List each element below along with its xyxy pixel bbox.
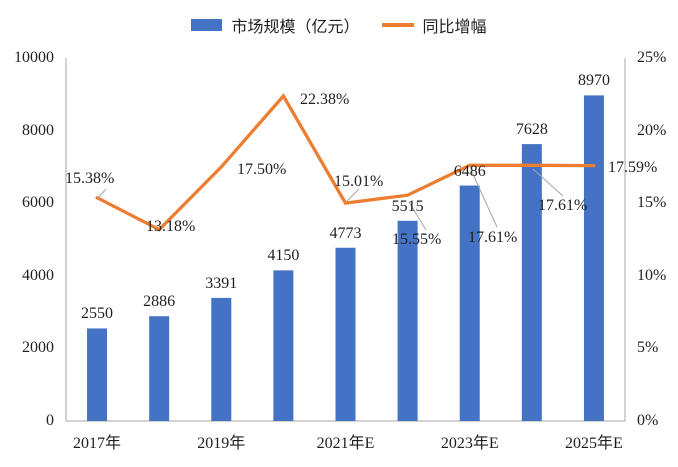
line-point-label-0: 15.38% xyxy=(65,170,115,187)
bar-2019年 xyxy=(211,297,232,421)
bar-2017年 xyxy=(87,328,108,421)
bar-2022年E xyxy=(397,220,418,421)
bar-value-label-3391: 3391 xyxy=(205,274,238,292)
right-axis-tick-10%: 10% xyxy=(637,266,667,284)
right-axis-tick-25%: 25% xyxy=(637,49,667,66)
leader-line-0 xyxy=(97,188,107,199)
bar-value-label-8970: 8970 xyxy=(577,72,610,90)
x-axis-tick-2019年: 2019年 xyxy=(197,435,246,452)
bar-value-label-2886: 2886 xyxy=(143,293,176,311)
right-axis-tick-15%: 15% xyxy=(637,194,667,212)
left-axis-tick-2000: 2000 xyxy=(22,339,54,357)
bar-2018年 xyxy=(149,316,170,421)
bar-2021年E xyxy=(335,247,356,421)
line-point-label-5: 15.55% xyxy=(392,231,442,248)
bar-value-label-2550: 2550 xyxy=(81,305,114,323)
bar-2020年 xyxy=(273,270,294,421)
bar-value-label-7628: 7628 xyxy=(515,121,548,139)
leader-line-4 xyxy=(532,168,564,197)
bar-value-label-6486: 6486 xyxy=(453,162,486,180)
x-axis-tick-2023年E: 2023年E xyxy=(440,435,499,452)
line-series-swatch-icon xyxy=(381,23,414,27)
right-axis-tick-0%: 0% xyxy=(637,412,659,429)
legend-item-yoy-growth: 同比增幅 xyxy=(381,13,487,37)
line-point-label-6: 17.61% xyxy=(468,229,518,246)
right-axis-tick-20%: 20% xyxy=(637,121,667,139)
x-axis-tick-2025年E: 2025年E xyxy=(565,435,623,452)
x-axis-tick-2017年: 2017年 xyxy=(73,435,122,452)
line-point-label-8: 17.59% xyxy=(608,159,658,176)
x-axis-tick-2021年E: 2021年E xyxy=(316,435,375,452)
growth-line xyxy=(95,93,596,232)
line-point-label-1: 13.18% xyxy=(146,218,196,235)
legend: 市场规模（亿元） 同比增幅 xyxy=(0,13,678,37)
line-point-label-2: 17.50% xyxy=(237,161,287,178)
leader-line-1 xyxy=(346,188,360,202)
left-axis-tick-6000: 6000 xyxy=(22,194,54,212)
legend-item-market-size: 市场规模（亿元） xyxy=(191,13,360,37)
bar-2024年E xyxy=(521,144,542,421)
line-point-label-4: 15.01% xyxy=(334,173,384,190)
bar-series-label: 市场规模（亿元） xyxy=(231,19,360,36)
left-axis-tick-8000: 8000 xyxy=(22,121,54,139)
line-series-label: 同比增幅 xyxy=(422,19,487,36)
bar-value-label-4150: 4150 xyxy=(267,247,300,265)
left-axis-tick-4000: 4000 xyxy=(22,266,54,284)
line-point-label-7: 17.61% xyxy=(538,197,588,214)
left-axis-tick-10000: 10000 xyxy=(14,49,54,66)
left-axis-tick-0: 0 xyxy=(46,412,54,429)
leader-line-2 xyxy=(408,201,427,231)
leader-line-3 xyxy=(470,169,498,228)
right-axis-tick-5%: 5% xyxy=(637,339,659,357)
bar-value-label-4773: 4773 xyxy=(329,224,362,242)
bar-2023年E xyxy=(459,185,480,421)
bar-value-label-5515: 5515 xyxy=(391,197,424,215)
line-point-label-3: 22.38% xyxy=(300,91,350,108)
bar-2025年E xyxy=(583,95,604,421)
bar-series-swatch-icon xyxy=(191,19,223,31)
